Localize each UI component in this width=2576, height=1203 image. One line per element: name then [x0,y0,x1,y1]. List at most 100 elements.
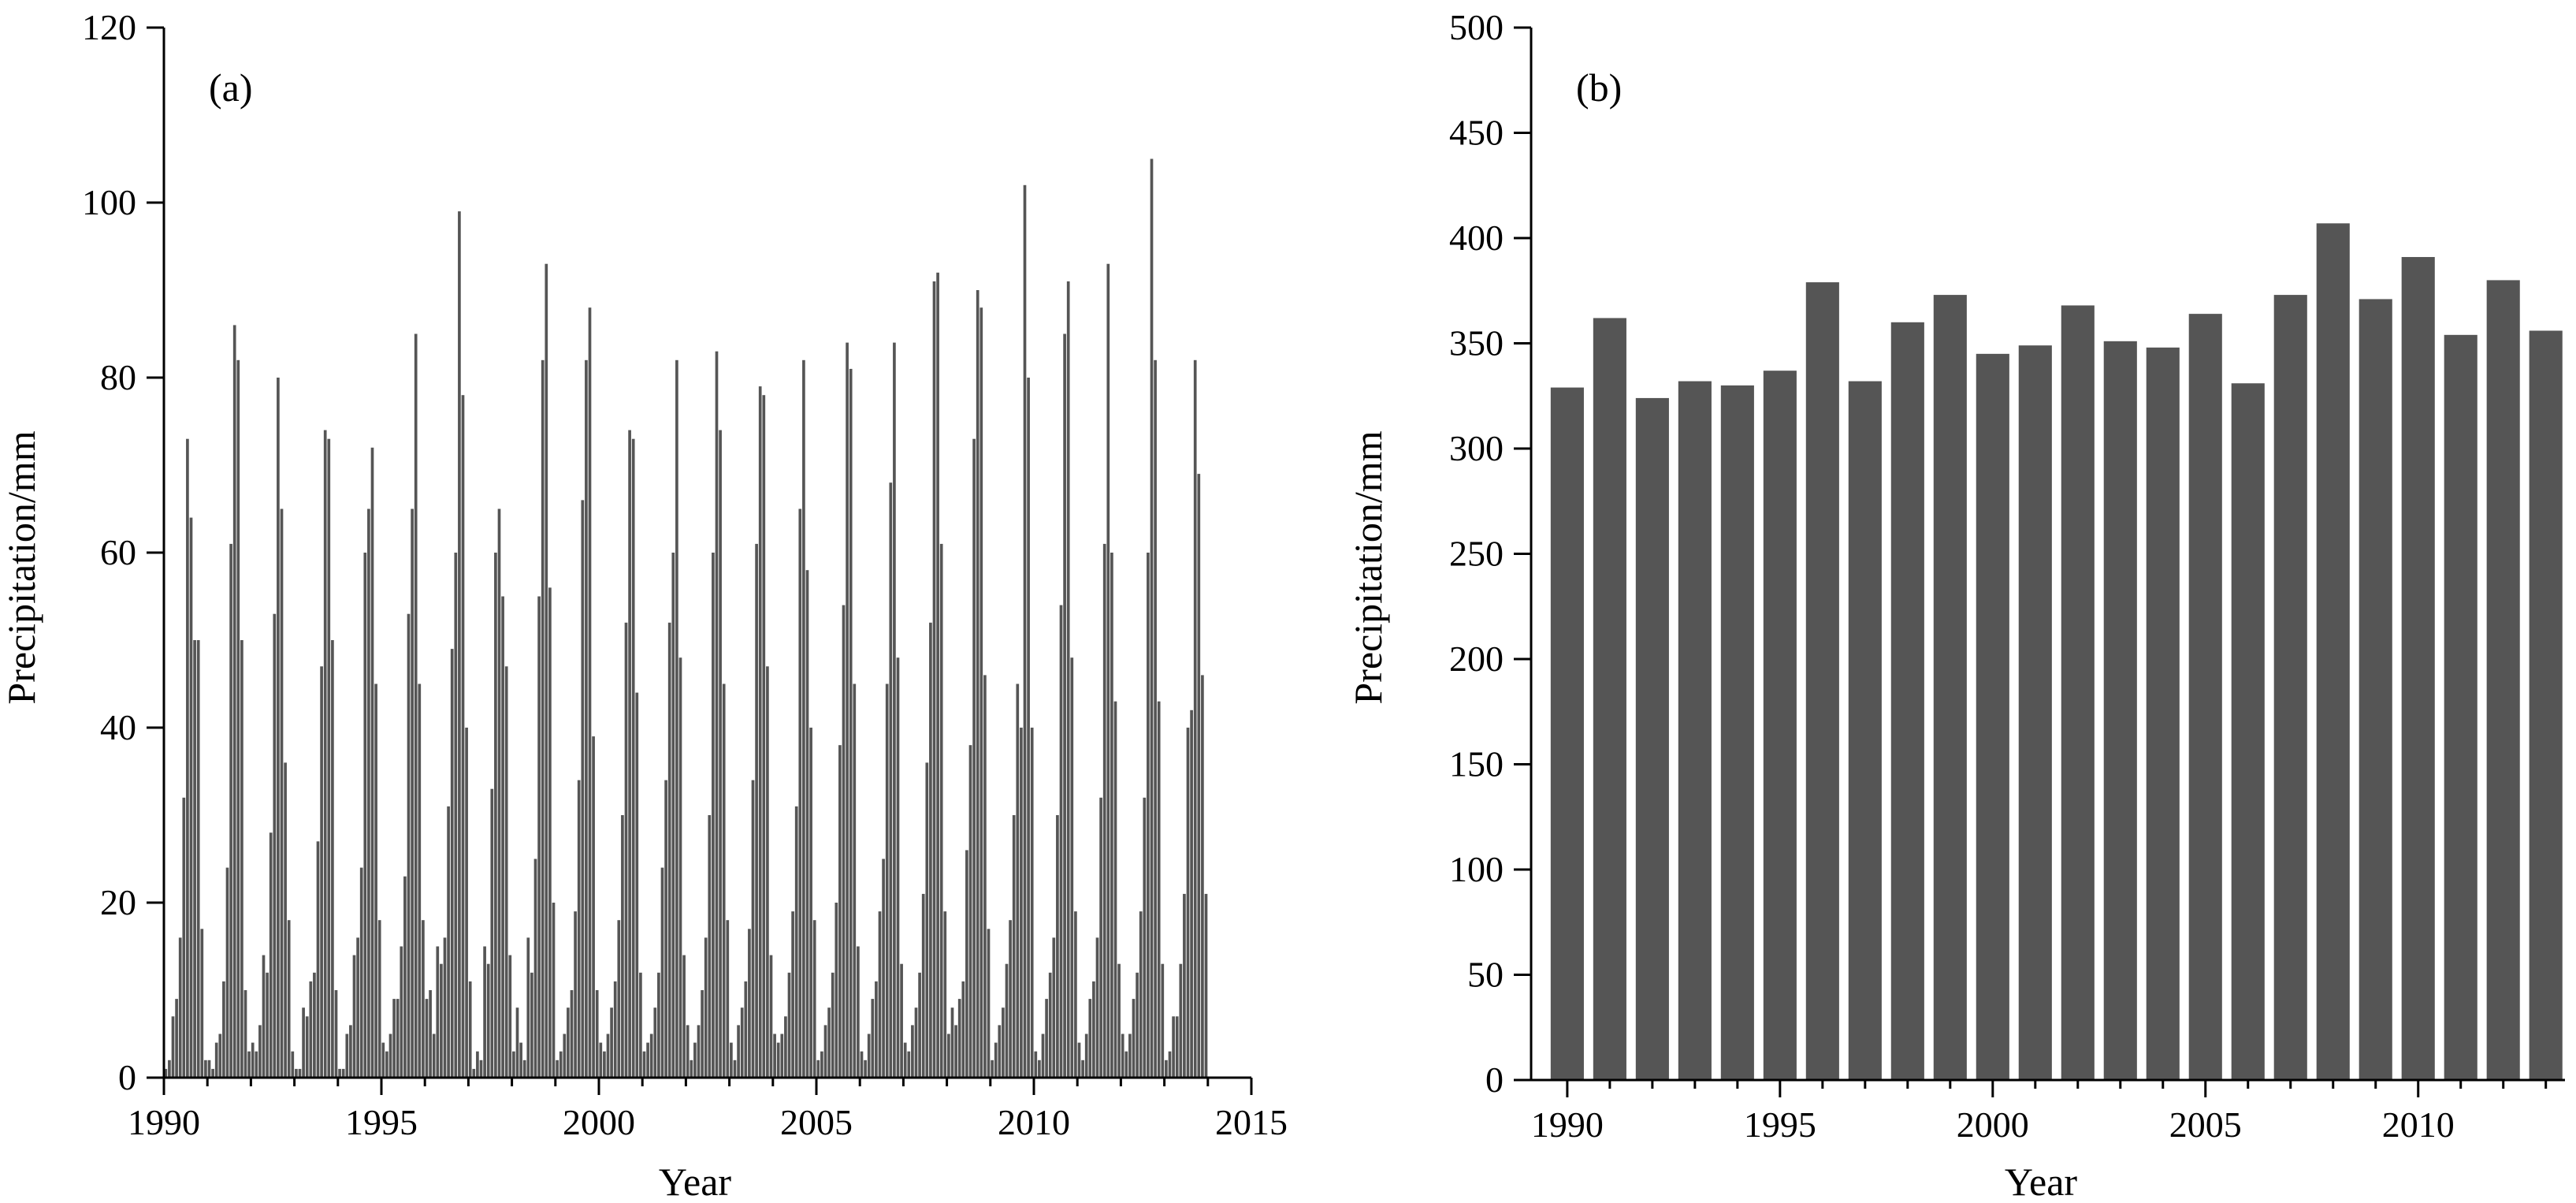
panel-a-bar [530,972,533,1078]
panel-a-bar [715,351,719,1078]
panel-a-bar [1066,281,1070,1078]
panel-a-bar [889,482,893,1078]
panel-a-bar [501,596,504,1078]
panel-a-label: (a) [209,65,253,110]
panel-a-bar [994,1042,998,1078]
panel-a-bar [835,903,838,1078]
panel-a-bar [613,981,617,1078]
panel-a-bar [1161,963,1165,1078]
panel-a-bar [849,368,853,1078]
panel-b-bar [1976,353,2009,1081]
panel-a-y-tick-label: 0 [118,1057,136,1097]
panel-b-bar [2061,305,2095,1080]
panel-a-bar [911,1025,914,1078]
panel-a-bar [1056,815,1059,1078]
panel-a-bar [414,333,418,1078]
panel-a-bar [262,955,266,1078]
panel-a-bar [1038,1060,1041,1078]
panel-a-bar [733,1060,737,1078]
panel-a-bar [400,946,403,1078]
panel-a-bar [182,797,186,1078]
panel-b-bar [2486,280,2520,1080]
panel-a-bar [494,553,497,1078]
panel-a-bar [432,1034,436,1078]
panel-a-bar [251,1042,255,1078]
panel-a-bar [635,692,639,1078]
panel-a-bar [831,972,835,1078]
panel-a-bar [1175,1016,1179,1078]
panel-a-axes: 0 20 40 60 80 100 120 1990 1995 2000 2005 2010 2015 [82,7,1288,1142]
panel-a-bar [1081,1060,1084,1078]
panel-a-bar [411,508,414,1078]
panel-a-bar [820,1051,823,1078]
panel-a-bar [976,290,979,1078]
panel-a-bar [559,1051,563,1078]
panel-b-x-axis-label: Year [2005,1160,2077,1203]
panel-a-bar [164,1068,168,1078]
panel-a-bar [802,359,805,1078]
panel-a-bar [842,605,846,1078]
panel-a-bar [954,1025,957,1078]
panel-a-bar [918,972,921,1078]
panel-a-bar [204,1060,207,1078]
panel-a-bar [1092,981,1095,1078]
panel-a-bar [1070,657,1074,1078]
panel-a-bar [812,920,816,1078]
panel-a-bar [943,911,947,1078]
panel-a-bar [522,1060,526,1078]
panel-a-bar [1016,683,1020,1078]
panel-a-bar [827,1007,831,1078]
panel-a-bar [370,447,374,1078]
panel-a-bar [367,508,370,1078]
panel-a-bar [599,1042,603,1078]
panel-a-bar [1168,1051,1172,1078]
panel-a-bar [950,1007,954,1078]
panel-a-bar [280,508,284,1078]
panel-a-bar [1084,1034,1088,1078]
panel-a-bar [979,307,983,1078]
panel-a-bar [1074,911,1077,1078]
panel-a-bar [476,1051,479,1078]
panel-b-bar [2316,223,2350,1080]
panel-a-bar [447,806,450,1078]
panel-a-bar [639,972,642,1078]
panel-a-bar [1023,184,1027,1078]
panel-a-bar [660,867,664,1078]
panel-b-y-tick-label: 150 [1449,744,1504,784]
panel-a-bar [588,307,592,1078]
panel-a-x-tick-label: 2000 [563,1102,635,1142]
panel-b-bar [2231,383,2265,1081]
panel-a-bar [882,858,885,1078]
panel-a-bar [653,1007,657,1078]
panel-a-bar [1183,893,1186,1078]
panel-a-bar [823,1025,827,1078]
panel-a-bar [867,1034,871,1078]
panel-a-bar [222,981,225,1078]
panel-b-bar [1678,381,1712,1080]
panel-a-bar [490,788,494,1078]
panel-a-bar [168,1060,171,1078]
panel-a-bar [1121,1034,1124,1078]
panel-a-bar [1193,359,1197,1078]
panel-a-x-tick-label: 1990 [128,1102,200,1142]
panel-a-bar [903,1042,907,1078]
panel-a-bar [947,1034,950,1078]
panel-b-x-tick-label: 2005 [2169,1104,2242,1145]
panel-a-bar [1128,1034,1132,1078]
panel-a-x-tick-label: 2005 [780,1102,853,1142]
panel-a-bar [816,1060,820,1078]
panel-a-bar [719,430,722,1078]
panel-a-bar [914,1007,918,1078]
panel-a-bar [617,920,621,1078]
panel-a-bars [164,158,1208,1078]
panel-a-bar [1147,553,1150,1078]
panel-a-bar [1110,553,1113,1078]
panel-a-bar [287,920,291,1078]
panel-a-bar [1190,710,1193,1078]
panel-a-bar [1139,911,1143,1078]
panel-a-bar [359,867,363,1078]
panel-a-bar [581,500,585,1078]
panel-a-y-tick-label: 120 [82,7,136,47]
panel-b-bars [1550,223,2563,1081]
